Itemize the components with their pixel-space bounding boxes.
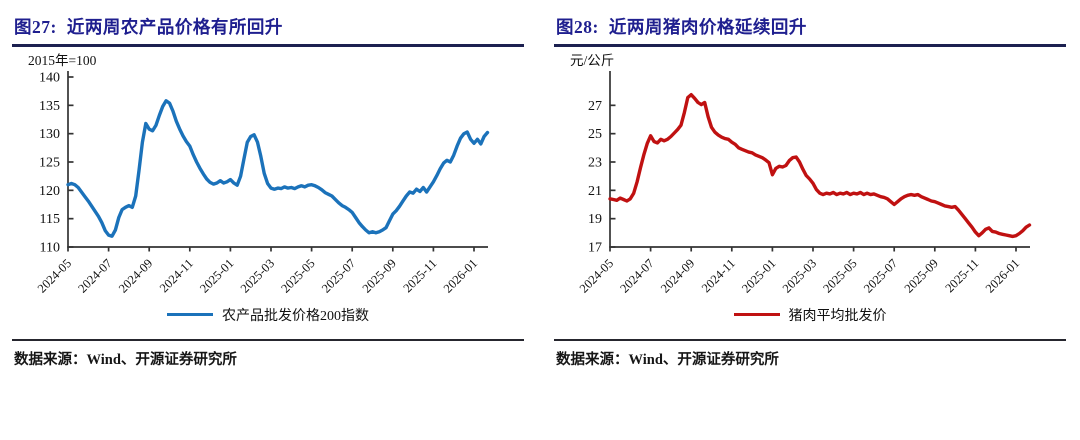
svg-text:23: 23 (588, 155, 602, 170)
legend-line-marker (167, 312, 213, 317)
svg-text:2024-09: 2024-09 (658, 256, 697, 295)
chart-title: 图27: 近两周农产品价格有所回升 (12, 6, 524, 44)
legend-label: 猪肉平均批发价 (788, 308, 887, 324)
svg-text:21: 21 (588, 183, 602, 198)
figure-panel-agri: 图27: 近两周农产品价格有所回升 2015年=100 110 115 120 125 1… (12, 6, 524, 369)
svg-text:2025-09: 2025-09 (902, 256, 941, 295)
svg-text:2025-05: 2025-05 (820, 256, 859, 295)
svg-text:2025-03: 2025-03 (780, 256, 819, 295)
svg-text:2024-11: 2024-11 (157, 256, 196, 295)
svg-text:2025-11: 2025-11 (400, 256, 439, 295)
figure-title-text: 近两周猪肉价格延续回升 (608, 17, 807, 37)
svg-text:2025-03: 2025-03 (238, 256, 277, 295)
svg-text:110: 110 (40, 240, 60, 255)
svg-text:2025-05: 2025-05 (278, 256, 317, 295)
svg-text:2024-05: 2024-05 (577, 256, 616, 295)
legend-line-marker (733, 312, 780, 317)
title-divider (554, 44, 1066, 47)
chart-legend: 农产品批发价格200指数 (12, 305, 524, 325)
figure-title-text: 近两周农产品价格有所回升 (66, 17, 283, 37)
svg-text:2025-01: 2025-01 (739, 256, 778, 295)
svg-text:2025-07: 2025-07 (319, 256, 358, 295)
svg-text:115: 115 (40, 212, 60, 227)
svg-text:19: 19 (588, 212, 602, 227)
report-figures-row: 图27: 近两周农产品价格有所回升 2015年=100 110 115 120 125 1… (12, 6, 1066, 369)
svg-text:130: 130 (39, 127, 60, 142)
svg-text:2025-01: 2025-01 (197, 256, 236, 295)
y-axis-unit-label: 元/公斤 (570, 53, 614, 68)
svg-text:2024-11: 2024-11 (699, 256, 738, 295)
svg-text:135: 135 (39, 98, 60, 113)
svg-text:2024-09: 2024-09 (116, 256, 155, 295)
svg-text:2025-09: 2025-09 (360, 256, 399, 295)
data-source: 数据来源：Wind、开源证券研究所 (554, 338, 1066, 369)
data-source: 数据来源：Wind、开源证券研究所 (12, 338, 524, 369)
figure-panel-pork: 图28: 近两周猪肉价格延续回升 元/公斤 17 19 21 23 25 27 2024-05… (554, 6, 1066, 369)
svg-text:120: 120 (39, 183, 60, 198)
svg-text:2024-07: 2024-07 (617, 256, 656, 295)
figure-number: 图28: (556, 17, 599, 37)
svg-text:2026-01: 2026-01 (983, 256, 1022, 295)
legend-label: 农产品批发价格200指数 (222, 308, 369, 324)
svg-text:2025-07: 2025-07 (861, 256, 900, 295)
svg-text:17: 17 (588, 240, 602, 255)
chart-legend: 猪肉平均批发价 (554, 305, 1066, 325)
title-divider (12, 44, 524, 47)
svg-text:27: 27 (588, 98, 602, 113)
svg-text:140: 140 (39, 70, 60, 85)
chart-title: 图28: 近两周猪肉价格延续回升 (554, 6, 1066, 44)
svg-text:2026-01: 2026-01 (441, 256, 480, 295)
svg-text:2024-07: 2024-07 (75, 256, 114, 295)
figure-number: 图27: (14, 17, 57, 37)
y-axis-unit-label: 2015年=100 (28, 53, 97, 68)
svg-text:125: 125 (39, 155, 60, 170)
svg-text:25: 25 (588, 127, 602, 142)
svg-text:2024-05: 2024-05 (35, 256, 74, 295)
svg-text:2025-11: 2025-11 (942, 256, 981, 295)
